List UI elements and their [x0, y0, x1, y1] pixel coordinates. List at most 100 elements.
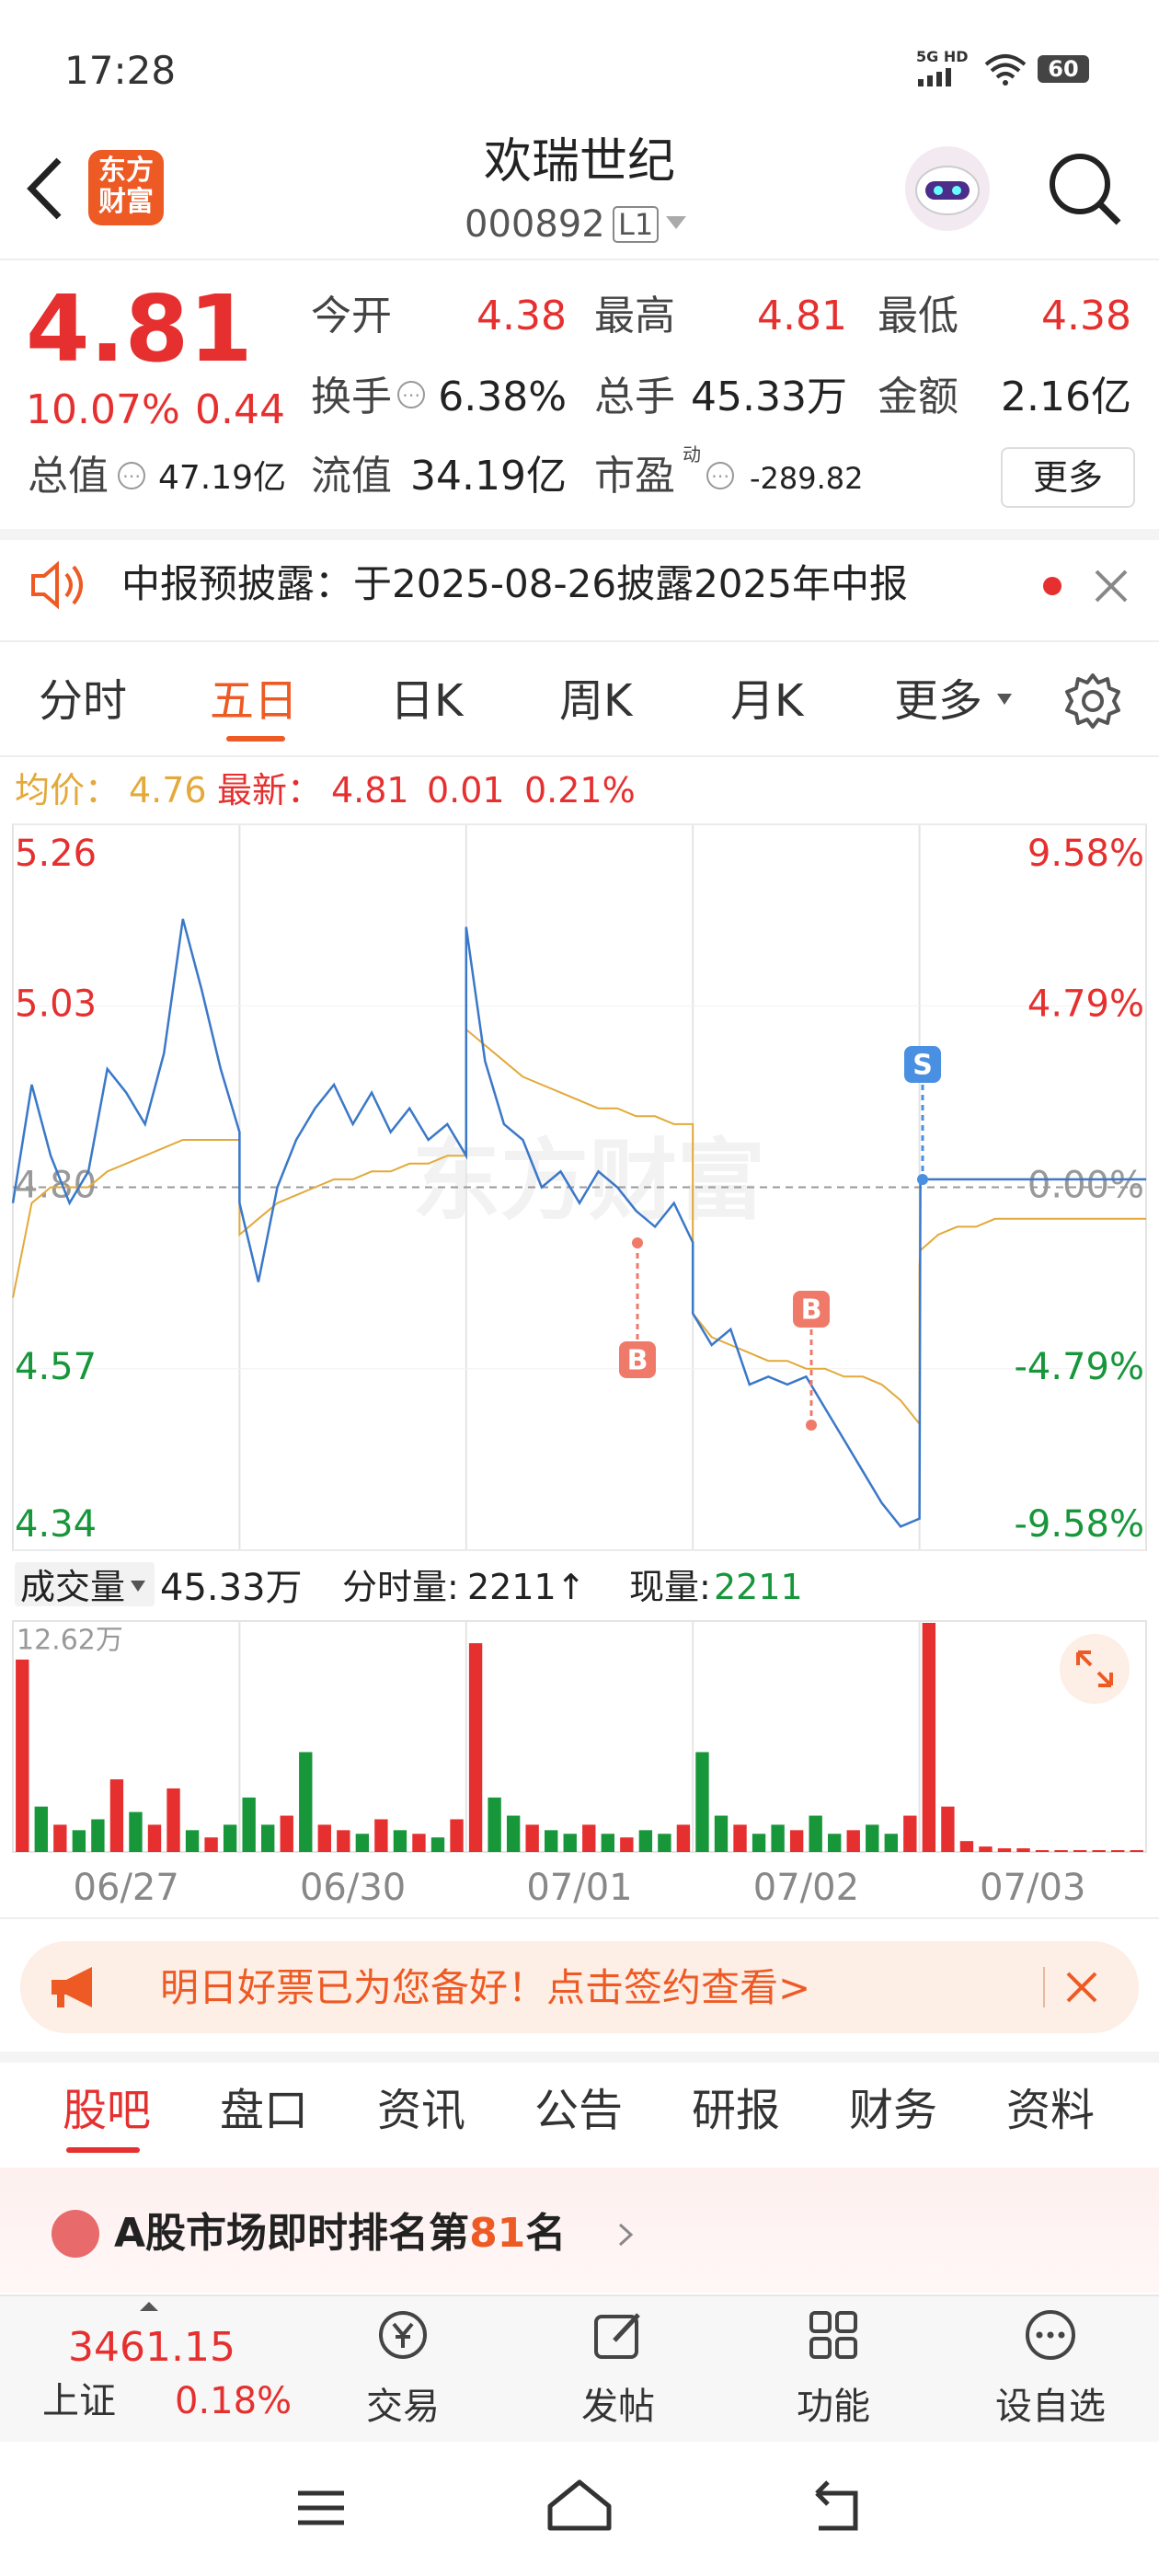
info-icon[interactable]: ⋯ — [118, 462, 145, 489]
close-button[interactable] — [1093, 568, 1130, 604]
info-icon[interactable]: ⋯ — [397, 381, 425, 408]
rank-suffix: 名 — [525, 2210, 567, 2257]
marker-dot — [632, 1237, 643, 1248]
battery: 60 — [1038, 55, 1089, 83]
stat-label: 市盈 — [594, 453, 675, 500]
tab-underline — [66, 2147, 140, 2153]
marker-dot — [917, 1174, 928, 1185]
sub-tab[interactable]: 研报 — [692, 2085, 781, 2136]
divider — [0, 640, 1159, 642]
volume-selector[interactable] — [15, 1562, 155, 1606]
volume-bar — [393, 1830, 407, 1852]
search-button[interactable] — [1045, 149, 1124, 228]
marker-label: B — [801, 1294, 822, 1327]
sub-tab[interactable]: 财务 — [849, 2085, 938, 2136]
price: 4.81 — [26, 275, 253, 383]
volume-bar — [506, 1815, 521, 1852]
volume-bar — [430, 1837, 445, 1852]
volume-bar — [16, 1659, 29, 1852]
index-name[interactable]: 上证 — [42, 2380, 116, 2422]
promo-banner[interactable] — [20, 1941, 1139, 2033]
rank-text[interactable]: A股市场即时排名第81名 — [114, 2214, 566, 2254]
network: 5G HD — [916, 48, 969, 65]
tab[interactable]: 月K — [730, 675, 804, 727]
tab[interactable]: 更多 — [894, 675, 983, 727]
sub-tab-active[interactable]: 股吧 — [63, 2085, 152, 2136]
volume-bar — [1054, 1850, 1068, 1852]
index-pct[interactable]: 0.18% — [175, 2380, 293, 2422]
action-icon[interactable] — [806, 2307, 861, 2363]
tab-active[interactable]: 五日 — [210, 675, 299, 727]
more-button[interactable]: 更多 — [1001, 447, 1135, 508]
tab[interactable]: 分时 — [39, 675, 128, 727]
sub-tab[interactable]: 资料 — [1006, 2085, 1096, 2136]
volume-bar — [1130, 1850, 1143, 1852]
expand-button[interactable] — [1058, 1632, 1131, 1706]
unread-dot — [1043, 577, 1061, 595]
bottom-bar — [0, 2294, 1159, 2442]
marker-badge — [904, 1046, 941, 1083]
dropdown-arrow[interactable] — [664, 213, 688, 232]
assistant-avatar[interactable] — [901, 143, 993, 235]
stat-label: 总值 — [28, 453, 109, 500]
series-line — [12, 1027, 1146, 1427]
x-tick-label: 07/01 — [526, 1867, 632, 1909]
volume-bar — [468, 1643, 483, 1852]
volume-bar — [638, 1830, 653, 1852]
menu-button[interactable] — [298, 2490, 344, 2525]
avg-value: 4.76 — [129, 770, 207, 811]
latest-value: 4.81 — [331, 770, 409, 811]
back-nav-button[interactable] — [815, 2480, 858, 2531]
dropdown-arrow — [131, 1581, 145, 1592]
volume-bar — [109, 1779, 124, 1852]
volume-bar — [166, 1788, 180, 1852]
stat-value: 4.38 — [1041, 293, 1131, 339]
chevron — [618, 2223, 634, 2247]
y2-tick-label: 0.00% — [1027, 1165, 1144, 1207]
volume-bar — [771, 1824, 785, 1852]
divider — [0, 259, 1159, 260]
promo-text[interactable]: 明日好票已为您备好！点击签约查看> — [160, 1965, 811, 2010]
home-button[interactable] — [547, 2479, 612, 2531]
volume-bar — [695, 1752, 709, 1852]
action-label[interactable]: 发帖 — [581, 2386, 655, 2428]
index-value[interactable]: 3461.15 — [68, 2324, 235, 2371]
volume-bar — [789, 1830, 804, 1852]
tab[interactable]: 日K — [390, 675, 464, 727]
settings-button[interactable] — [1063, 672, 1122, 730]
notice-text[interactable]: 中报预披露：于2025-08-26披露2025年中报 — [121, 561, 908, 606]
volume-label[interactable]: 成交量 — [20, 1567, 126, 1607]
info-icon[interactable]: ⋯ — [706, 462, 734, 489]
logo[interactable]: 东方 财富 — [88, 150, 164, 225]
stat-label: 今开 — [311, 293, 392, 339]
action-label[interactable]: 功能 — [797, 2386, 870, 2428]
close-button[interactable] — [1065, 1971, 1098, 2004]
volume-bar — [1035, 1850, 1050, 1852]
volume-bar — [450, 1819, 464, 1852]
stat-label: 最低 — [878, 293, 958, 339]
sub-tab[interactable]: 公告 — [534, 2085, 624, 2136]
volume-bar — [1111, 1850, 1125, 1852]
sub-tab[interactable]: 资讯 — [377, 2085, 466, 2136]
stock-code: 000892 — [465, 203, 605, 246]
action-label[interactable]: 设自选 — [995, 2386, 1106, 2428]
volume-bar — [866, 1824, 879, 1852]
volume-bar — [1073, 1850, 1087, 1852]
volume-bar — [91, 1819, 105, 1852]
tab[interactable]: 周K — [559, 675, 633, 727]
action-icon[interactable] — [375, 2307, 430, 2363]
volume-bar — [676, 1824, 691, 1852]
stat-label: 最高 — [594, 293, 675, 339]
action-icon[interactable] — [591, 2307, 646, 2363]
action-icon[interactable] — [1023, 2307, 1078, 2363]
stat-value: 4.38 — [476, 293, 567, 339]
level-badge[interactable]: L1 — [613, 206, 660, 243]
sub-tab[interactable]: 盘口 — [220, 2085, 309, 2136]
stock-name: 欢瑞世纪 — [483, 134, 675, 190]
action-label[interactable]: 交易 — [366, 2386, 440, 2428]
volume-bar — [1092, 1850, 1106, 1852]
volume-bar — [412, 1834, 426, 1852]
back-button[interactable] — [24, 156, 64, 221]
y-tick-label: 4.34 — [15, 1503, 97, 1546]
